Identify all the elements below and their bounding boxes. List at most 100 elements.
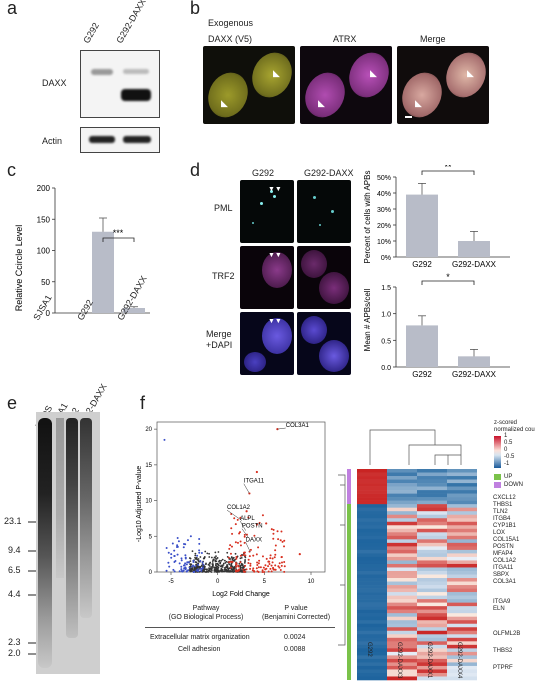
heatmap-cell [387, 634, 417, 639]
heatmap-cell [357, 602, 387, 607]
point-down [176, 536, 179, 539]
heatmap-cell [417, 641, 447, 646]
panel-label-f: f [140, 393, 146, 413]
point [208, 565, 211, 567]
point-down [198, 542, 201, 545]
point-down [201, 567, 204, 570]
heatmap-cell [447, 627, 477, 632]
point-up [244, 554, 247, 557]
gene-labels: COL3A1 ITGA11 COL1A2 ALPL POSTN DAXX [226, 423, 309, 553]
heatmap-cell [417, 637, 447, 642]
dendrogram-branch [434, 454, 461, 465]
point-up [298, 553, 301, 556]
point-up [242, 568, 245, 571]
point-up [274, 544, 277, 547]
band-exogenous-daxx [121, 89, 151, 101]
x-tick-label: 0 [216, 579, 220, 585]
heatmap-cell [447, 609, 477, 614]
point [194, 552, 197, 555]
bar [406, 194, 438, 257]
heatmap-cell [387, 549, 417, 554]
point-down [180, 559, 183, 562]
apb-spot [260, 202, 263, 205]
heatmap-cell [357, 493, 387, 498]
heatmap-cell [417, 479, 447, 484]
nucleus [319, 340, 349, 372]
point [226, 551, 229, 554]
apb-spot [252, 222, 254, 224]
heatmap-cell [387, 595, 417, 600]
point-up [267, 565, 270, 568]
point [218, 564, 220, 567]
heatmap-cell [357, 648, 387, 653]
point [243, 561, 246, 564]
heatmap-cell [447, 616, 477, 621]
table-rule [145, 627, 335, 628]
heatmap-cell [387, 553, 417, 558]
point [206, 571, 208, 573]
point [228, 563, 231, 566]
heatmap-cell [387, 676, 417, 681]
heatmap-cell [417, 669, 447, 674]
heatmap-cell [357, 623, 387, 628]
point-up [269, 557, 272, 560]
point-up [255, 567, 258, 570]
heatmap-cell [417, 518, 447, 523]
point-up [249, 562, 252, 565]
point-down [201, 561, 204, 564]
point [227, 567, 230, 570]
point [217, 563, 219, 566]
heatmap-cell [417, 472, 447, 477]
point-up [244, 564, 247, 567]
heatmap-cell [447, 507, 477, 512]
point-up [249, 564, 252, 567]
point-up [281, 561, 284, 564]
row-label-pml: PML [214, 203, 233, 213]
arrowhead-icon: ▼▼ [268, 186, 282, 193]
point [207, 563, 210, 566]
blot-row-daxx: DAXX [42, 78, 67, 88]
heatmap-gene-label: ITGB4 [493, 516, 511, 522]
panel-label-e: e [7, 393, 18, 413]
heatmap-cell [447, 546, 477, 551]
legend-tick: -0.5 [504, 454, 515, 460]
point-up [257, 562, 260, 565]
point-up [281, 540, 284, 543]
heatmap-cell [447, 651, 477, 656]
y-tick-label: 1.5 [381, 285, 391, 292]
x-tick-label: G292-DAXX [452, 370, 497, 379]
heatmap-cell [417, 623, 447, 628]
bar [458, 356, 490, 367]
heatmap-cell [357, 672, 387, 677]
heatmap-cell [417, 483, 447, 487]
point-up [230, 561, 233, 564]
heatmap-cell [417, 655, 447, 660]
point [189, 557, 192, 560]
arrowhead-icon: ◣ [370, 68, 377, 78]
heatmap-cell [357, 563, 387, 568]
point-down [196, 554, 199, 557]
heatmap-col-g292: G292 [366, 642, 372, 657]
table-row-pathway: Extracellular matrix organization [150, 634, 250, 641]
point [230, 556, 233, 558]
heatmap-cell [417, 486, 447, 491]
nucleus [301, 250, 327, 278]
point-down [170, 553, 173, 556]
point [218, 560, 220, 563]
heatmap-cell [417, 665, 447, 670]
heatmap-gene-label: SBPX [493, 572, 510, 578]
heatmap-cell [447, 514, 477, 519]
point [223, 559, 226, 562]
heatmap-cell [447, 549, 477, 554]
point-up [229, 544, 232, 547]
heatmap-cell [387, 567, 417, 572]
heatmap-cell [357, 518, 387, 523]
heatmap-cell [357, 585, 387, 589]
chart-d1: 0% 10% 20% 30% 40% 50% G292 G292-DAXX [377, 170, 510, 269]
heatmap-gene-label: PTPRF [493, 665, 513, 671]
heatmap-cell [417, 514, 447, 519]
point-up [235, 565, 238, 568]
point-up [237, 565, 240, 568]
heatmap-cell [417, 648, 447, 653]
point-up [271, 557, 274, 560]
